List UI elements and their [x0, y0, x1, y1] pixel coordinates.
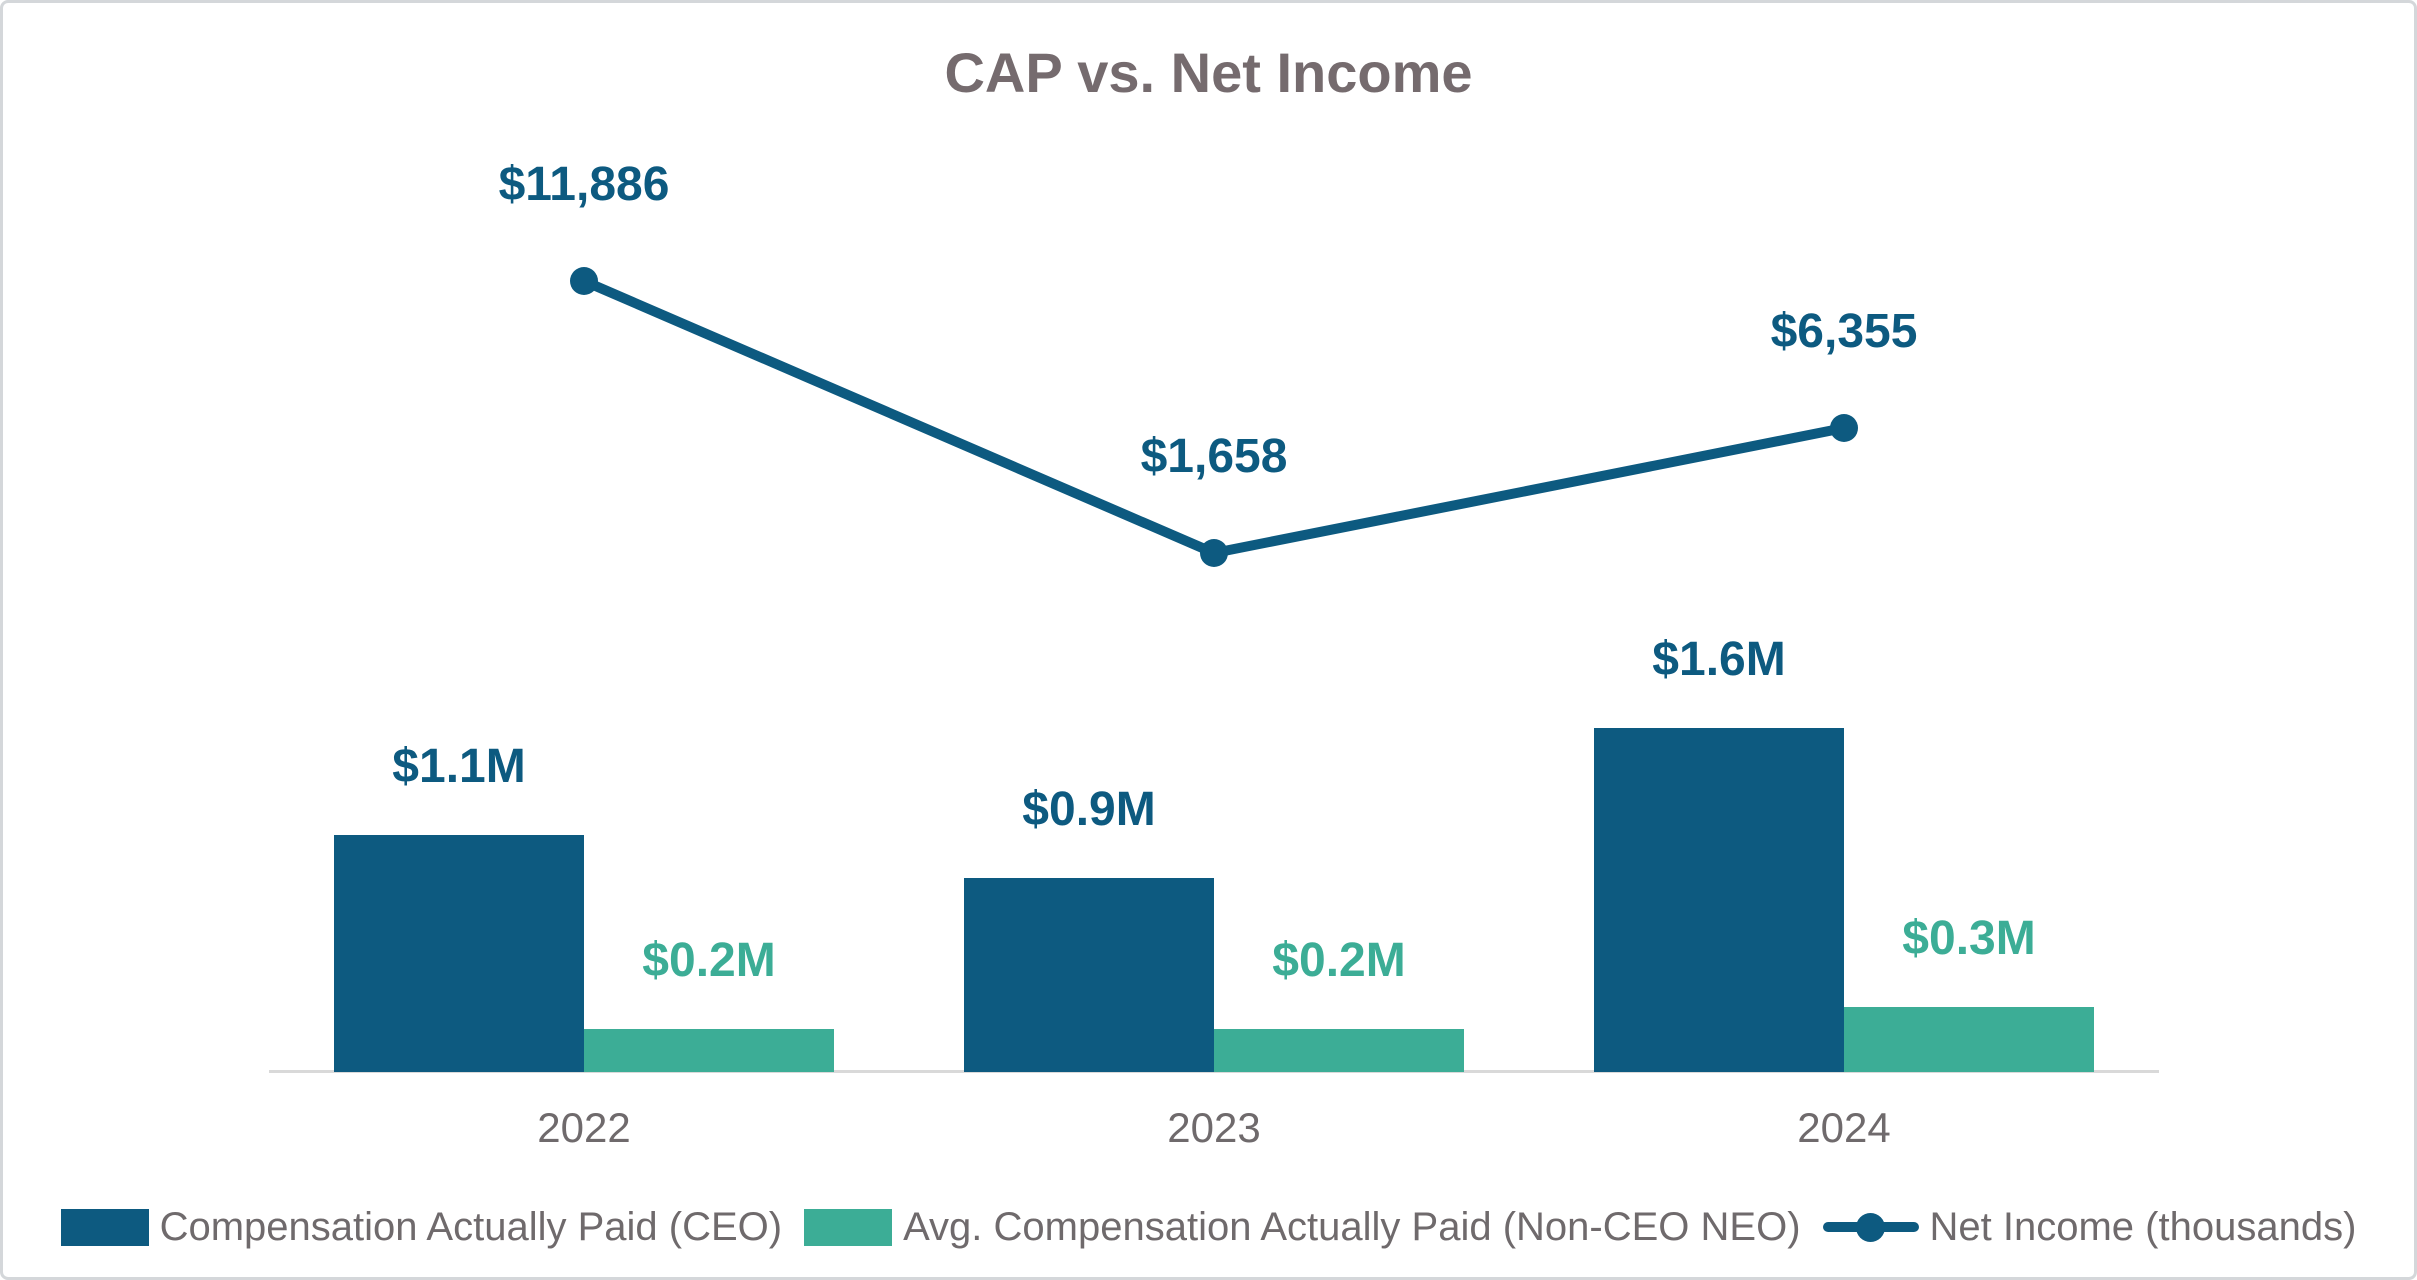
line-label-2024: $6,355 — [1770, 305, 1918, 358]
net-income-line-swatch-icon — [1822, 1209, 1919, 1245]
line-swatch-marker-dot — [1855, 1213, 1885, 1242]
legend-item-net-income: Net Income (thousands) — [1822, 1204, 2357, 1250]
bar-ceo-2023 — [964, 878, 1214, 1072]
bar-neo-2023 — [1214, 1029, 1464, 1072]
legend-label-ceo: Compensation Actually Paid (CEO) — [159, 1204, 783, 1249]
legend: Compensation Actually Paid (CEO) Avg. Co… — [3, 1203, 2414, 1251]
bar-neo-2024 — [1844, 1007, 2094, 1072]
x-axis-label-2024: 2024 — [1797, 1104, 1891, 1151]
bar-label-ceo-2024: $1.6M — [1652, 633, 1786, 686]
neo-bar-swatch-icon — [804, 1208, 893, 1246]
legend-item-neo: Avg. Compensation Actually Paid (Non-CEO… — [804, 1204, 1801, 1250]
chart-title: CAP vs. Net Income — [944, 41, 1473, 104]
line-label-2023: $1,658 — [1140, 430, 1288, 483]
ceo-bar-swatch-icon — [60, 1208, 149, 1246]
bar-label-neo-2024: $0.3M — [1902, 912, 2036, 965]
bar-ceo-2022 — [334, 835, 584, 1072]
line-marker-2022 — [570, 267, 598, 295]
line-marker-2024 — [1830, 414, 1858, 442]
x-axis-label-2023: 2023 — [1167, 1104, 1261, 1151]
bar-neo-2022 — [584, 1029, 834, 1072]
bar-label-ceo-2022: $1.1M — [392, 740, 526, 793]
line-label-2022: $11,886 — [498, 158, 670, 211]
legend-label-net-income: Net Income (thousands) — [1929, 1204, 2357, 1249]
line-marker-2023 — [1200, 539, 1228, 567]
legend-label-neo: Avg. Compensation Actually Paid (Non-CEO… — [903, 1204, 1801, 1249]
x-axis-label-2022: 2022 — [537, 1104, 631, 1151]
bar-label-ceo-2023: $0.9M — [1022, 783, 1156, 836]
bar-label-neo-2022: $0.2M — [642, 934, 776, 987]
net-income-line-layer — [570, 267, 1858, 567]
net-income-line — [579, 276, 1849, 558]
bar-ceo-2024 — [1594, 728, 1844, 1072]
legend-item-ceo: Compensation Actually Paid (CEO) — [60, 1204, 783, 1250]
bar-label-neo-2023: $0.2M — [1272, 934, 1406, 987]
